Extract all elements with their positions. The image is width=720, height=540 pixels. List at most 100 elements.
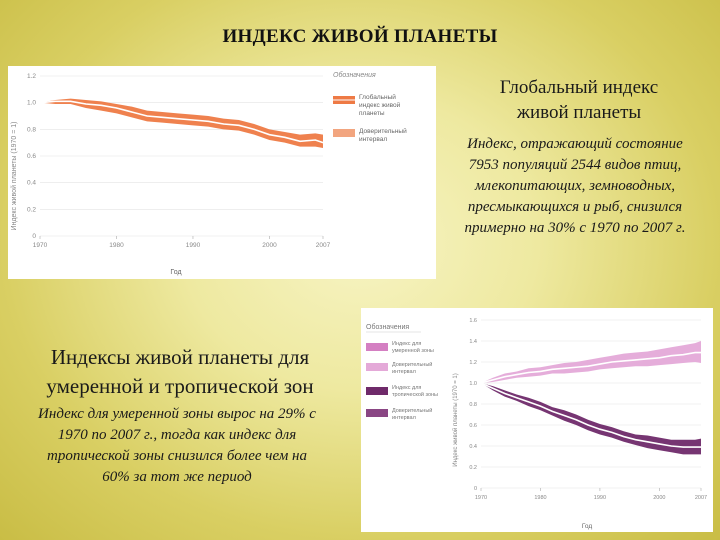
data-point: [700, 446, 702, 448]
legend-label-band-2: интервал: [359, 136, 387, 143]
data-point: [658, 357, 660, 359]
legend-label-band-1: Доверительный: [359, 127, 407, 135]
zones-heading-line2: умеренной и тропической зон: [46, 374, 314, 398]
y-tick-label: 0.8: [27, 126, 36, 133]
data-point: [611, 361, 613, 363]
data-point: [253, 128, 255, 130]
data-point: [480, 382, 482, 384]
data-point: [177, 118, 179, 120]
x-tick-label: 1970: [33, 242, 48, 249]
legend-label-tropical-band-2: интервал: [392, 415, 416, 421]
y-tick-label: 0.6: [27, 153, 36, 160]
confidence-band-area: [40, 98, 323, 148]
data-point: [599, 428, 601, 430]
global-chart-panel: 0 0.2 0.4 0.6 0.8 1.0 1.2 1970 1980 1990 2000 2007…: [8, 66, 436, 279]
data-point: [192, 119, 194, 121]
y-tick-label: 1.0: [469, 381, 477, 387]
global-heading-line1: Глобальный индекс: [499, 77, 659, 98]
data-point: [527, 401, 530, 403]
data-point: [238, 124, 240, 126]
x-tick-labels: 1970 1980 1990 2000 2007: [33, 236, 331, 249]
data-point: [563, 367, 565, 369]
y-tick-labels: 0 0.2 0.4 0.6 0.8 1.0 1.2: [27, 73, 36, 240]
data-point: [658, 443, 660, 445]
global-text-line: Индекс, отражающий состояние: [467, 136, 683, 152]
data-point: [268, 134, 271, 136]
data-point: [539, 405, 542, 407]
y-tick-label: 0.2: [469, 465, 477, 471]
zones-heading: Индексы живой планеты для умеренной и тр…: [4, 343, 356, 401]
x-axis-label: Год: [170, 269, 181, 276]
x-tick-label: 1980: [534, 495, 546, 501]
data-point: [599, 363, 601, 365]
y-tick-label: 1.6: [469, 318, 477, 324]
data-point: [222, 123, 225, 125]
x-tick-label: 2007: [695, 495, 707, 501]
legend-label-temperate-band-1: Доверительный: [392, 361, 432, 368]
data-point: [115, 107, 118, 109]
legend-swatch-temperate: [366, 343, 388, 351]
data-point: [694, 351, 696, 354]
x-tick-label: 1980: [109, 242, 124, 249]
legend-label-tropical-2: тропической зоны: [392, 391, 438, 398]
legend-title: Обозначения: [333, 71, 376, 79]
data-point: [516, 374, 518, 376]
global-heading: Глобальный индекс живой планеты: [438, 75, 720, 125]
legend-label-tropical-1: Индекс для: [392, 385, 421, 391]
legend-label-tropical-band-1: Доверительный: [392, 407, 432, 414]
data-point: [504, 392, 506, 395]
x-tick-label: 1990: [594, 495, 606, 501]
confidence-bands: [481, 341, 701, 455]
data-point: [299, 140, 301, 142]
legend: Обозначения Индекс для умеренной зоны До…: [366, 323, 438, 421]
global-text-line: пресмыкающихся и рыб, снизился: [467, 199, 683, 215]
y-tick-label: 1.2: [27, 73, 36, 80]
x-axis-label: Год: [582, 523, 593, 530]
data-point: [623, 435, 625, 438]
series-line: [39, 100, 324, 144]
data-point: [146, 115, 148, 117]
data-point: [700, 351, 702, 354]
data-point: [682, 446, 684, 448]
data-point: [551, 410, 553, 412]
zones-description: Индекс для умеренной зоны вырос на 29% с…: [4, 404, 350, 488]
data-point: [85, 103, 87, 105]
legend-label-temperate-2: умеренной зоны: [392, 347, 434, 354]
y-tick-label: 0.4: [27, 180, 36, 187]
zones-text-line: Индекс для умеренной зоны вырос на 29% с: [38, 406, 316, 422]
data-point: [69, 100, 72, 102]
index-line: [39, 100, 324, 144]
y-tick-labels: 0 0.2 0.4 0.6 0.8 1.0 1.2 1.4 1.6: [469, 318, 477, 492]
y-tick-label: 0.8: [469, 402, 477, 408]
data-point: [587, 365, 589, 367]
legend-swatch-tropical: [366, 387, 388, 395]
x-tick-label: 1990: [186, 242, 201, 249]
y-tick-label: 0.6: [469, 423, 477, 429]
y-tick-label: 1.0: [27, 100, 36, 107]
data-point: [131, 111, 133, 113]
data-point: [527, 371, 530, 374]
y-tick-label: 0: [474, 486, 477, 492]
data-point: [100, 104, 102, 106]
data-point: [623, 360, 625, 362]
x-tick-labels: 1970 1980 1990 2000 2007: [475, 488, 707, 501]
series-line: [480, 382, 701, 448]
data-point: [39, 102, 41, 104]
global-text-line: 7953 популяций 2544 видов птиц,: [468, 157, 682, 173]
data-point: [670, 355, 672, 357]
legend-label-temperate-1: Индекс для: [392, 341, 421, 347]
data-point: [322, 142, 324, 144]
x-tick-label: 1970: [475, 495, 487, 501]
global-lpi-chart: 0 0.2 0.4 0.6 0.8 1.0 1.2 1970 1980 1990 2000 2007…: [10, 71, 407, 276]
x-tick-label: 2000: [653, 495, 665, 501]
data-point: [611, 431, 613, 433]
data-point: [587, 424, 589, 426]
data-point: [575, 366, 577, 368]
y-tick-label: 0: [32, 233, 36, 240]
legend-swatch-temperate-band: [366, 363, 388, 371]
data-point: [539, 370, 542, 373]
x-tick-label: 2007: [316, 242, 331, 249]
legend-title: Обозначения: [366, 323, 409, 331]
zones-lpi-chart: 0 0.2 0.4 0.6 0.8 1.0 1.2 1.4 1.6 1970 1980 1990 20…: [366, 318, 707, 530]
legend-label-index-3: планеты: [359, 110, 385, 117]
